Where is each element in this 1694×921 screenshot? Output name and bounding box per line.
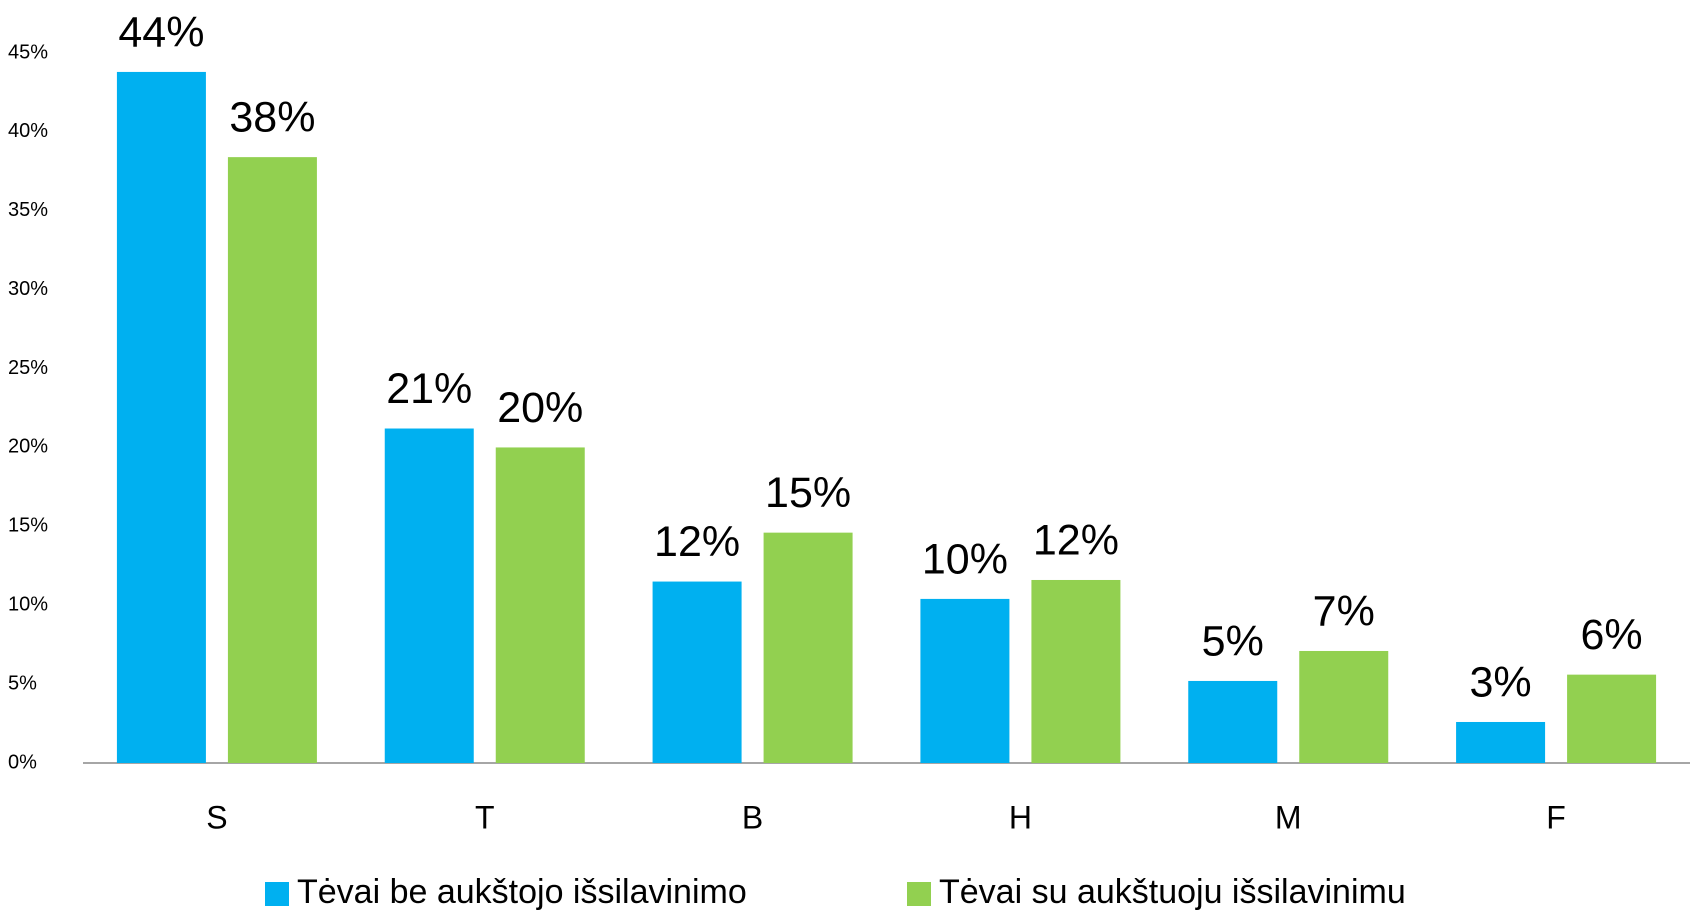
data-label: 38% [229, 93, 315, 141]
data-label: 44% [118, 8, 204, 56]
bar [1456, 721, 1546, 763]
x-tick-label: S [206, 799, 227, 835]
y-tick-label: 35% [8, 199, 48, 221]
data-label: 15% [765, 469, 851, 517]
data-label: 12% [1033, 516, 1119, 564]
y-tick-label: 5% [8, 672, 37, 694]
bar [227, 157, 317, 764]
x-tick-label: F [1546, 799, 1566, 835]
y-tick-label: 20% [8, 436, 48, 458]
data-label: 5% [1202, 617, 1264, 665]
bar [495, 447, 585, 763]
legend-swatch [907, 882, 931, 906]
data-label: 20% [497, 384, 583, 432]
legend-label: Tėvai be aukštojo išsilavinimo [297, 873, 747, 911]
y-tick-label: 25% [8, 357, 48, 379]
x-tick-label: H [1009, 799, 1032, 835]
y-tick-label: 0% [8, 751, 37, 773]
data-label: 12% [654, 518, 740, 566]
y-tick-label: 10% [8, 594, 48, 616]
bar [920, 598, 1010, 763]
x-tick-label: T [475, 799, 495, 835]
x-tick-label: M [1275, 799, 1302, 835]
legend-label: Tėvai su aukštuoju išsilavinimu [939, 873, 1406, 911]
bar [1299, 650, 1389, 763]
data-label: 3% [1470, 658, 1532, 706]
data-label: 21% [386, 365, 472, 413]
bar [652, 581, 742, 763]
x-tick-label: B [742, 799, 763, 835]
y-tick-label: 40% [8, 120, 48, 142]
y-tick-label: 30% [8, 278, 48, 300]
bar [1567, 674, 1657, 763]
bar [384, 428, 474, 763]
bar [1188, 680, 1278, 763]
data-label: 10% [922, 535, 1008, 583]
data-label: 7% [1313, 587, 1375, 635]
y-tick-label: 45% [8, 41, 48, 63]
data-label: 6% [1581, 611, 1643, 659]
bar [116, 71, 206, 763]
bar [763, 532, 853, 763]
legend-swatch [265, 882, 289, 906]
y-tick-label: 15% [8, 515, 48, 537]
bar [1031, 579, 1121, 763]
